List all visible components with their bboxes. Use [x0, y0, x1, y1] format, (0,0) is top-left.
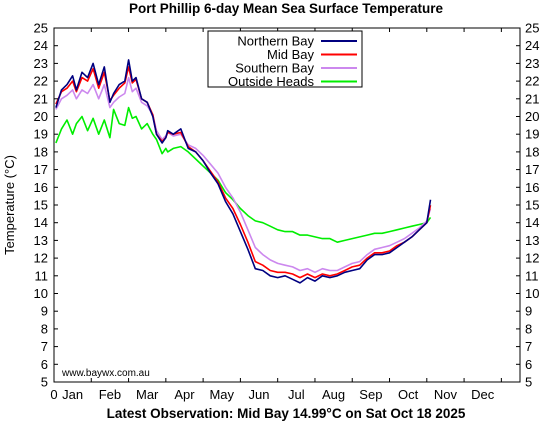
x-tick-label: 0	[50, 387, 57, 402]
y-tick-label-right: 16	[525, 180, 539, 195]
y-tick-label-right: 11	[525, 268, 539, 283]
watermark-text: www.baywx.com.au	[61, 368, 150, 379]
y-tick-label-left: 15	[34, 198, 48, 213]
y-tick-label-right: 23	[525, 56, 539, 71]
x-tick-label: Aug	[322, 387, 345, 402]
x-tick-label: Apr	[174, 387, 195, 402]
y-ticks-right: 5 6 7 8 9 10 11 12 13 14 15 16 17 18 19 20 21 22 23 24 25	[516, 21, 539, 390]
y-tick-label-left: 18	[34, 144, 48, 159]
x-tick-label: Jul	[288, 387, 305, 402]
y-axis-label: Temperature (°C)	[2, 155, 17, 255]
y-tick-label-left: 5	[41, 375, 48, 390]
y-tick-label-left: 22	[34, 74, 48, 89]
y-tick-label-right: 14	[525, 215, 539, 230]
y-tick-label-left: 19	[34, 127, 48, 142]
y-tick-label-left: 16	[34, 180, 48, 195]
x-tick-label: Mar	[136, 387, 159, 402]
y-ticks-left: 5 6 7 8 9 10 11 12 13 14 15 16 17 18 19 20 21 22 23 24 25	[34, 21, 58, 390]
y-tick-label-right: 22	[525, 74, 539, 89]
y-tick-label-left: 25	[34, 21, 48, 36]
plot-area: 5 6 7 8 9 10 11 12 13 14 15 16 17 18 19 20 21 22 23 24 25 5 6…	[34, 21, 540, 403]
x-tick-label: Dec	[471, 387, 495, 402]
y-tick-label-left: 10	[34, 286, 48, 301]
y-tick-label-left: 12	[34, 251, 48, 266]
y-tick-label-left: 11	[35, 268, 49, 283]
y-tick-label-left: 8	[41, 321, 48, 336]
y-tick-label-right: 6	[525, 357, 532, 372]
y-tick-label-right: 7	[525, 339, 532, 354]
y-tick-label-left: 9	[41, 304, 48, 319]
legend-label: Mid Bay	[267, 47, 314, 62]
y-tick-label-right: 24	[525, 38, 539, 53]
x-tick-label: Oct	[398, 387, 419, 402]
y-tick-label-left: 7	[41, 339, 48, 354]
y-tick-label-left: 23	[34, 56, 48, 71]
x-ticks: 0 Jan Feb Mar Apr May Jun Jul Aug Sep Oct Nov Dec	[50, 28, 502, 402]
y-tick-label-left: 17	[34, 162, 48, 177]
legend-label: Outside Heads	[228, 74, 314, 89]
y-tick-label-right: 5	[525, 375, 532, 390]
y-tick-label-left: 21	[34, 91, 48, 106]
y-tick-label-right: 13	[525, 233, 539, 248]
y-tick-label-right: 9	[525, 304, 532, 319]
legend-label: Southern Bay	[235, 61, 314, 76]
footer-observation: Latest Observation: Mid Bay 14.99°C on S…	[107, 406, 466, 421]
chart-title: Port Phillip 6-day Mean Sea Surface Temp…	[129, 1, 444, 16]
x-tick-label: Jun	[249, 387, 270, 402]
y-tick-label-right: 8	[525, 321, 532, 336]
y-tick-label-right: 19	[525, 127, 539, 142]
y-tick-label-right: 21	[525, 91, 539, 106]
y-tick-label-left: 24	[34, 38, 48, 53]
y-tick-label-right: 17	[525, 162, 539, 177]
x-tick-label: May	[209, 387, 234, 402]
x-tick-label: Nov	[434, 387, 458, 402]
y-tick-label-left: 14	[34, 215, 48, 230]
y-tick-label-left: 6	[41, 357, 48, 372]
series-line-southern-bay	[55, 76, 432, 274]
series-line-outside-heads	[55, 106, 432, 243]
y-tick-label-right: 25	[525, 21, 539, 36]
y-tick-label-left: 13	[34, 233, 48, 248]
series-line-northern-bay	[55, 59, 432, 284]
y-tick-label-right: 10	[525, 286, 539, 301]
x-tick-label: Feb	[99, 387, 121, 402]
y-tick-label-right: 12	[525, 251, 539, 266]
x-tick-label: Jan	[62, 387, 83, 402]
x-tick-label: Sep	[359, 387, 382, 402]
y-tick-label-right: 15	[525, 198, 539, 213]
legend-label: Northern Bay	[237, 34, 314, 49]
y-tick-label-right: 18	[525, 144, 539, 159]
y-tick-label-right: 20	[525, 109, 539, 124]
series-layer	[55, 59, 432, 284]
y-tick-label-left: 20	[34, 109, 48, 124]
